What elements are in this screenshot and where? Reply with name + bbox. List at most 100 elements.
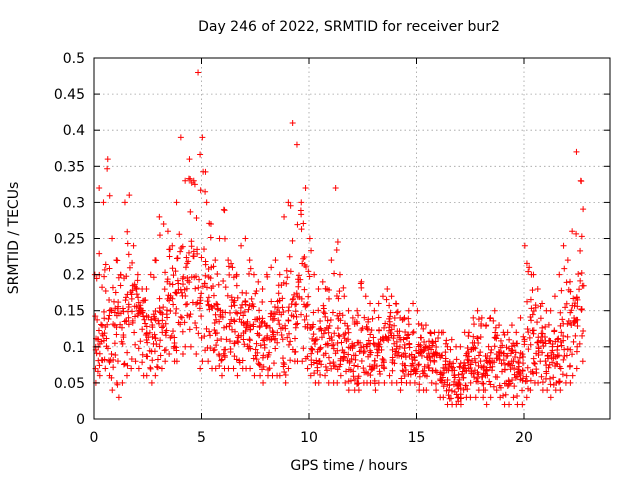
data-point xyxy=(264,273,271,280)
data-point xyxy=(480,380,487,387)
y-tick-label: 0.35 xyxy=(54,159,85,175)
data-point xyxy=(524,364,531,371)
data-point xyxy=(190,253,197,260)
data-point xyxy=(101,308,108,315)
data-point xyxy=(486,315,493,322)
data-point xyxy=(560,333,567,340)
data-point xyxy=(282,372,289,379)
data-point xyxy=(242,235,249,242)
data-point xyxy=(569,351,576,358)
data-point xyxy=(400,336,407,343)
data-point xyxy=(173,347,180,354)
data-point xyxy=(324,317,331,324)
data-point xyxy=(216,318,223,325)
data-point xyxy=(555,352,562,359)
data-point xyxy=(226,271,233,278)
data-point xyxy=(475,362,482,369)
data-point xyxy=(120,361,127,368)
data-point xyxy=(453,356,460,363)
data-point xyxy=(152,308,159,315)
x-tick-label: 5 xyxy=(197,430,206,446)
data-point xyxy=(105,316,112,323)
data-point xyxy=(177,248,184,255)
data-point xyxy=(315,286,322,293)
data-point xyxy=(248,295,255,302)
data-point xyxy=(498,360,505,367)
data-point xyxy=(160,221,167,228)
data-point xyxy=(156,232,163,239)
data-point xyxy=(206,328,213,335)
data-point xyxy=(117,271,124,278)
data-point xyxy=(238,319,245,326)
data-point xyxy=(334,238,341,245)
data-point xyxy=(285,341,292,348)
data-point xyxy=(210,292,217,299)
data-point xyxy=(336,333,343,340)
data-point xyxy=(542,340,549,347)
data-point xyxy=(259,286,266,293)
data-point xyxy=(104,156,111,163)
data-point xyxy=(421,347,428,354)
data-point xyxy=(96,372,103,379)
data-point xyxy=(519,387,526,394)
data-point xyxy=(458,395,465,402)
data-point xyxy=(309,346,316,353)
data-point xyxy=(109,235,116,242)
data-point xyxy=(101,273,108,280)
data-point xyxy=(442,355,449,362)
data-point xyxy=(405,315,412,322)
data-point xyxy=(143,330,150,337)
data-point xyxy=(222,284,229,291)
data-point xyxy=(508,322,515,329)
data-point xyxy=(432,380,439,387)
data-point xyxy=(129,308,136,315)
data-point xyxy=(445,392,452,399)
data-point xyxy=(320,309,327,316)
data-point xyxy=(381,365,388,372)
data-point xyxy=(129,259,136,266)
data-point xyxy=(467,379,474,386)
data-point xyxy=(560,242,567,249)
data-point xyxy=(328,257,335,264)
data-point xyxy=(371,361,378,368)
data-point xyxy=(553,360,560,367)
data-point xyxy=(318,334,325,341)
data-point xyxy=(457,401,464,408)
data-point xyxy=(104,345,111,352)
data-point xyxy=(440,329,447,336)
data-point xyxy=(568,307,575,314)
data-point xyxy=(483,401,490,408)
data-point xyxy=(523,373,530,380)
data-point xyxy=(297,276,304,283)
data-point xyxy=(263,323,270,330)
data-point xyxy=(521,242,528,249)
data-point xyxy=(391,322,398,329)
data-point xyxy=(247,365,254,372)
data-point xyxy=(179,351,186,358)
data-point xyxy=(573,230,580,237)
data-point xyxy=(400,368,407,375)
data-point xyxy=(408,368,415,375)
data-point xyxy=(195,284,202,291)
data-point xyxy=(486,378,493,385)
data-point xyxy=(345,336,352,343)
data-point xyxy=(245,306,252,313)
data-point xyxy=(242,299,249,306)
data-point xyxy=(524,325,531,332)
data-point xyxy=(471,321,478,328)
data-point xyxy=(269,316,276,323)
data-point xyxy=(243,290,250,297)
data-point xyxy=(491,343,498,350)
data-point xyxy=(574,303,581,310)
data-point xyxy=(221,235,228,242)
data-point xyxy=(310,321,317,328)
data-point xyxy=(211,319,218,326)
data-point xyxy=(353,318,360,325)
data-point xyxy=(352,356,359,363)
data-point xyxy=(135,294,142,301)
data-point xyxy=(481,363,488,370)
data-point xyxy=(311,341,318,348)
data-point xyxy=(276,271,283,278)
data-point xyxy=(530,330,537,337)
data-point xyxy=(282,379,289,386)
